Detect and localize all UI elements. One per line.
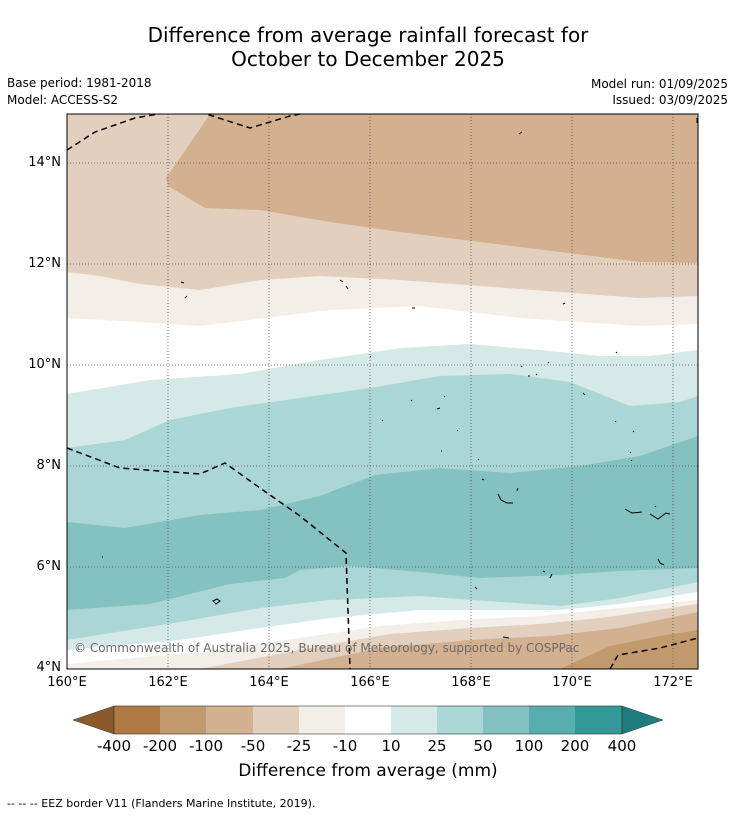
colorbar-tick-label: 10 — [381, 737, 401, 755]
colorbar-tick-label: 50 — [473, 737, 493, 755]
gridlines — [67, 114, 698, 669]
map-frame — [66, 113, 699, 670]
model-name: Model: ACCESS-S2 — [7, 93, 119, 107]
colorbar-swatch — [206, 706, 253, 734]
colorbar-extension-high — [621, 705, 664, 735]
lon-label: 164°E — [249, 675, 289, 690]
island-coastlines — [102, 118, 698, 639]
colorbar-tick-label: 25 — [427, 737, 447, 755]
colorbar-tick-label: -200 — [142, 737, 178, 755]
chart-title-line-2: October to December 2025 — [231, 47, 505, 71]
colorbar-swatch — [437, 706, 483, 734]
colorbar-swatch — [391, 706, 437, 734]
lat-label: 8°N — [36, 458, 62, 473]
colorbar-extension-low — [72, 705, 115, 735]
colorbar-tick-label: -50 — [240, 737, 266, 755]
lon-label: 160°E — [47, 675, 87, 690]
colorbar-swatch — [299, 706, 345, 734]
lon-label: 172°E — [653, 675, 693, 690]
model-run-date: Model run: 01/09/2025 — [590, 77, 728, 91]
colorbar-tick-label: -100 — [188, 737, 224, 755]
colorbar-swatch — [160, 706, 206, 734]
contour-band-minus-100 — [166, 114, 698, 263]
eez-border-lines — [67, 114, 698, 669]
colorbar-swatch — [114, 706, 160, 734]
colorbar-swatch — [529, 706, 575, 734]
colorbar-tick-label: -10 — [332, 737, 358, 755]
lon-label: 166°E — [350, 675, 390, 690]
issued-date: Issued: 03/09/2025 — [612, 93, 728, 107]
contour-band-minus-200-south — [560, 630, 698, 669]
anomaly-contours — [67, 114, 698, 669]
lon-label: 162°E — [148, 675, 188, 690]
lat-label: 12°N — [28, 256, 61, 271]
lon-label: 168°E — [451, 675, 491, 690]
colorbar-tick-label: -25 — [286, 737, 312, 755]
lat-label: 14°N — [28, 155, 61, 170]
colorbar-tick-label: 200 — [560, 737, 590, 755]
lat-label: 10°N — [28, 357, 61, 372]
colorbar-title: Difference from average (mm) — [238, 761, 498, 781]
copyright-notice: © Commonwealth of Australia 2025, Bureau… — [74, 641, 580, 655]
base-period: Base period: 1981-2018 — [7, 76, 152, 90]
lat-label: 4°N — [36, 660, 62, 675]
colorbar — [72, 705, 664, 735]
colorbar-swatch — [253, 706, 299, 734]
lat-label: 6°N — [36, 559, 62, 574]
eez-border-legend: -- -- -- EEZ border V11 (Flanders Marine… — [7, 797, 316, 810]
colorbar-tick-label: 100 — [514, 737, 544, 755]
chart-title-line-1: Difference from average rainfall forecas… — [147, 23, 589, 47]
colorbar-swatch — [345, 706, 391, 734]
colorbar-swatch — [575, 706, 622, 734]
lon-label: 170°E — [552, 675, 592, 690]
colorbar-swatch — [483, 706, 529, 734]
colorbar-tick-label: -400 — [96, 737, 132, 755]
colorbar-frame — [113, 705, 623, 735]
colorbar-tick-label: 400 — [607, 737, 637, 755]
